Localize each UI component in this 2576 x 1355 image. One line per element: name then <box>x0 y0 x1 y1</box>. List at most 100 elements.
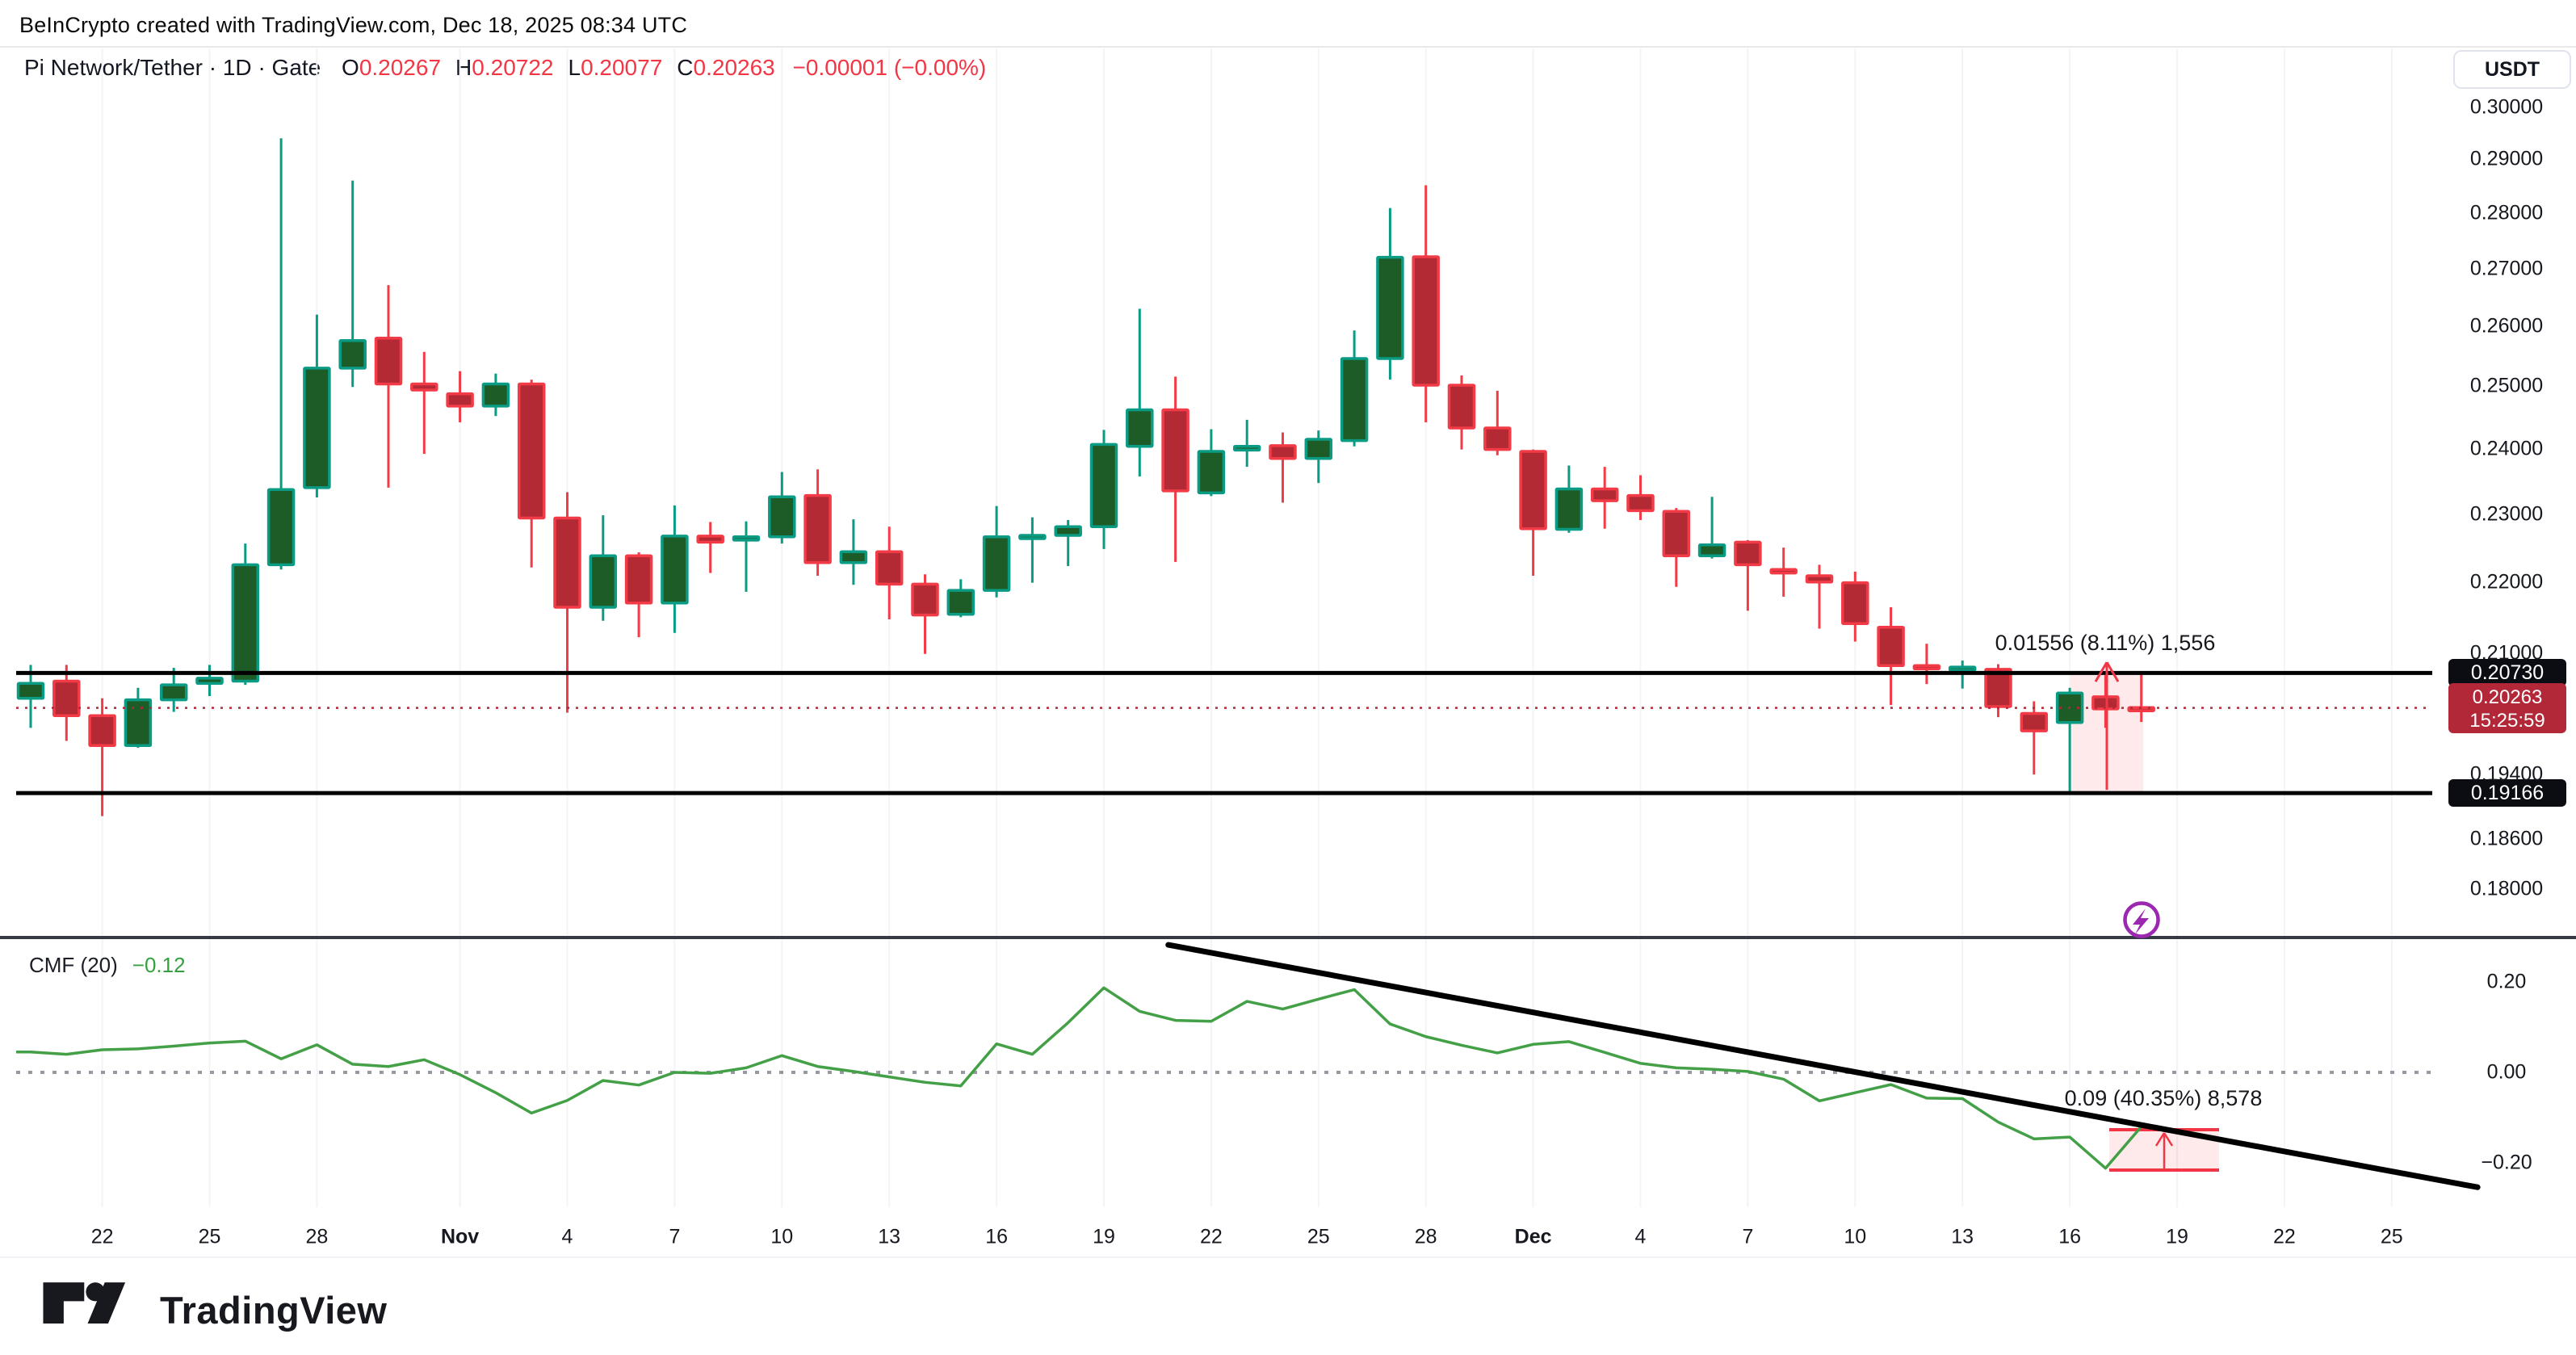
price-axis-tick: 0.18600 <box>2469 827 2544 850</box>
legend-separator: · <box>258 55 266 80</box>
legend-separator: · <box>208 55 217 80</box>
candle-body <box>1232 444 1261 452</box>
price-axis-tick: 0.18000 <box>2469 877 2544 900</box>
candle-body <box>1734 540 1762 567</box>
price-axis-tick: 0.29000 <box>2469 147 2544 170</box>
ohlc-field-value: 0.20267 <box>359 55 442 80</box>
ohlc-field-label: L <box>568 55 581 80</box>
attribution-text: BeInCrypto created with TradingView.com,… <box>19 13 688 37</box>
cmf-measure-annotation: 0.09 (40.35%) 8,578 <box>2064 1086 2263 1110</box>
time-axis-tick: 25 <box>2380 1225 2403 1248</box>
bar-countdown: 15:25:59 <box>2469 710 2545 732</box>
price-axis-tick: 0.30000 <box>2469 95 2544 119</box>
candle-body <box>624 554 653 605</box>
price-axis-tick: 0.26000 <box>2469 314 2544 338</box>
time-axis-tick: 22 <box>90 1225 114 1248</box>
time-axis-tick: 16 <box>985 1225 1008 1248</box>
ohlc-field-label: C <box>677 55 694 80</box>
support-price-label: 0.19166 <box>2448 779 2566 807</box>
candle-body <box>982 535 1011 592</box>
candle-body <box>1554 487 1584 531</box>
candle-body <box>1412 255 1440 387</box>
candle-body <box>661 535 689 605</box>
tradingview-wordmark: TradingView <box>160 1288 388 1332</box>
price-axis-tick: 0.22000 <box>2469 570 2544 594</box>
time-axis-tick: 4 <box>1634 1225 1647 1248</box>
candle-body <box>374 337 403 386</box>
candle-body <box>803 493 832 564</box>
candle-body <box>52 679 81 718</box>
candle-body <box>159 683 188 702</box>
time-axis-tick: 19 <box>1093 1225 1115 1248</box>
candle-body <box>696 535 724 544</box>
price-axis-tick: 0.23000 <box>2469 502 2544 525</box>
lightning-bolt-icon <box>2133 908 2149 934</box>
header-separator <box>0 46 2576 48</box>
candle-body <box>946 589 975 616</box>
candle-body <box>1304 438 1333 460</box>
resistance-price-label: 0.20730 <box>2448 659 2566 686</box>
cmf-measure-arrowhead <box>2154 1132 2174 1147</box>
candle-body <box>1447 384 1476 430</box>
candle-body <box>1662 510 1691 558</box>
candle-body <box>195 677 224 686</box>
time-axis-tick: 7 <box>669 1225 681 1248</box>
last-price-countdown-label: 0.20263 15:25:59 <box>2448 683 2566 733</box>
candle-body <box>1805 574 1834 584</box>
ohlc-field-value: 0.20263 <box>693 55 775 80</box>
price-axis-tick: 0.21000 <box>2469 641 2544 665</box>
candle-body <box>1054 525 1082 537</box>
candle-body <box>768 495 796 539</box>
currency-toggle-button[interactable]: USDT <box>2453 50 2571 89</box>
price-measure-annotation: 0.01556 (8.11%) 1,556 <box>1995 631 2216 655</box>
candle-body <box>266 488 296 567</box>
candle-body <box>338 338 367 370</box>
candle-body <box>1769 568 1798 575</box>
time-axis-tick: 19 <box>2166 1225 2188 1248</box>
candle-body <box>589 554 618 609</box>
candle-body <box>446 392 474 408</box>
cmf-axis-tick: −0.20 <box>2481 1151 2532 1174</box>
cmf-axis-tick: 0.00 <box>2486 1060 2527 1084</box>
price-axis-tick: 0.27000 <box>2469 257 2544 280</box>
candle-body <box>1984 668 2012 708</box>
symbol-legend[interactable]: Pi Network/Tether · 1D · Gate O0.20267 H0… <box>24 55 986 81</box>
tradingview-branding: TradingView <box>42 1281 388 1339</box>
time-axis-tick: 28 <box>305 1225 329 1248</box>
candle-body <box>875 550 904 586</box>
ohlc-values: O0.20267 H0.20722 L0.20077 C0.20263 <box>327 55 775 80</box>
price-axis-tick: 0.24000 <box>2469 437 2544 460</box>
indicator-legend[interactable]: CMF (20) −0.12 <box>29 953 186 978</box>
candle-body <box>2020 711 2049 732</box>
candle-body <box>303 367 331 489</box>
cmf-axis-tick: 0.20 <box>2486 970 2527 993</box>
candle-body <box>517 382 546 520</box>
ohlc-field-label: O <box>342 55 359 80</box>
candle-body <box>1483 426 1512 451</box>
time-axis-tick: 10 <box>1844 1225 1867 1248</box>
candle-body <box>1590 487 1619 502</box>
indicator-value: −0.12 <box>132 953 186 977</box>
price-axis-tick: 0.25000 <box>2469 374 2544 397</box>
candle-body <box>1126 408 1154 448</box>
candle-body <box>1841 581 1869 626</box>
time-axis-tick: Dec <box>1514 1225 1552 1248</box>
time-axis-tick: 25 <box>1307 1225 1330 1248</box>
candle-body <box>1519 450 1547 531</box>
candle-body <box>1697 543 1726 558</box>
time-axis-tick: 13 <box>1951 1225 1974 1248</box>
ohlc-field-value: 0.20722 <box>472 55 554 80</box>
price-measure-arrowhead <box>2094 661 2120 682</box>
candle-body <box>839 550 868 564</box>
candle-body <box>1340 357 1369 443</box>
time-axis-tick: 13 <box>878 1225 901 1248</box>
candle-body <box>481 382 510 408</box>
cmf-trendline[interactable] <box>1165 942 2481 1190</box>
candle-body <box>124 698 153 748</box>
interval-label[interactable]: 1D <box>222 55 252 80</box>
time-axis-tick: 22 <box>2272 1225 2296 1248</box>
symbol-name[interactable]: Pi Network/Tether <box>24 55 203 80</box>
time-axis-tick: 22 <box>1199 1225 1223 1248</box>
